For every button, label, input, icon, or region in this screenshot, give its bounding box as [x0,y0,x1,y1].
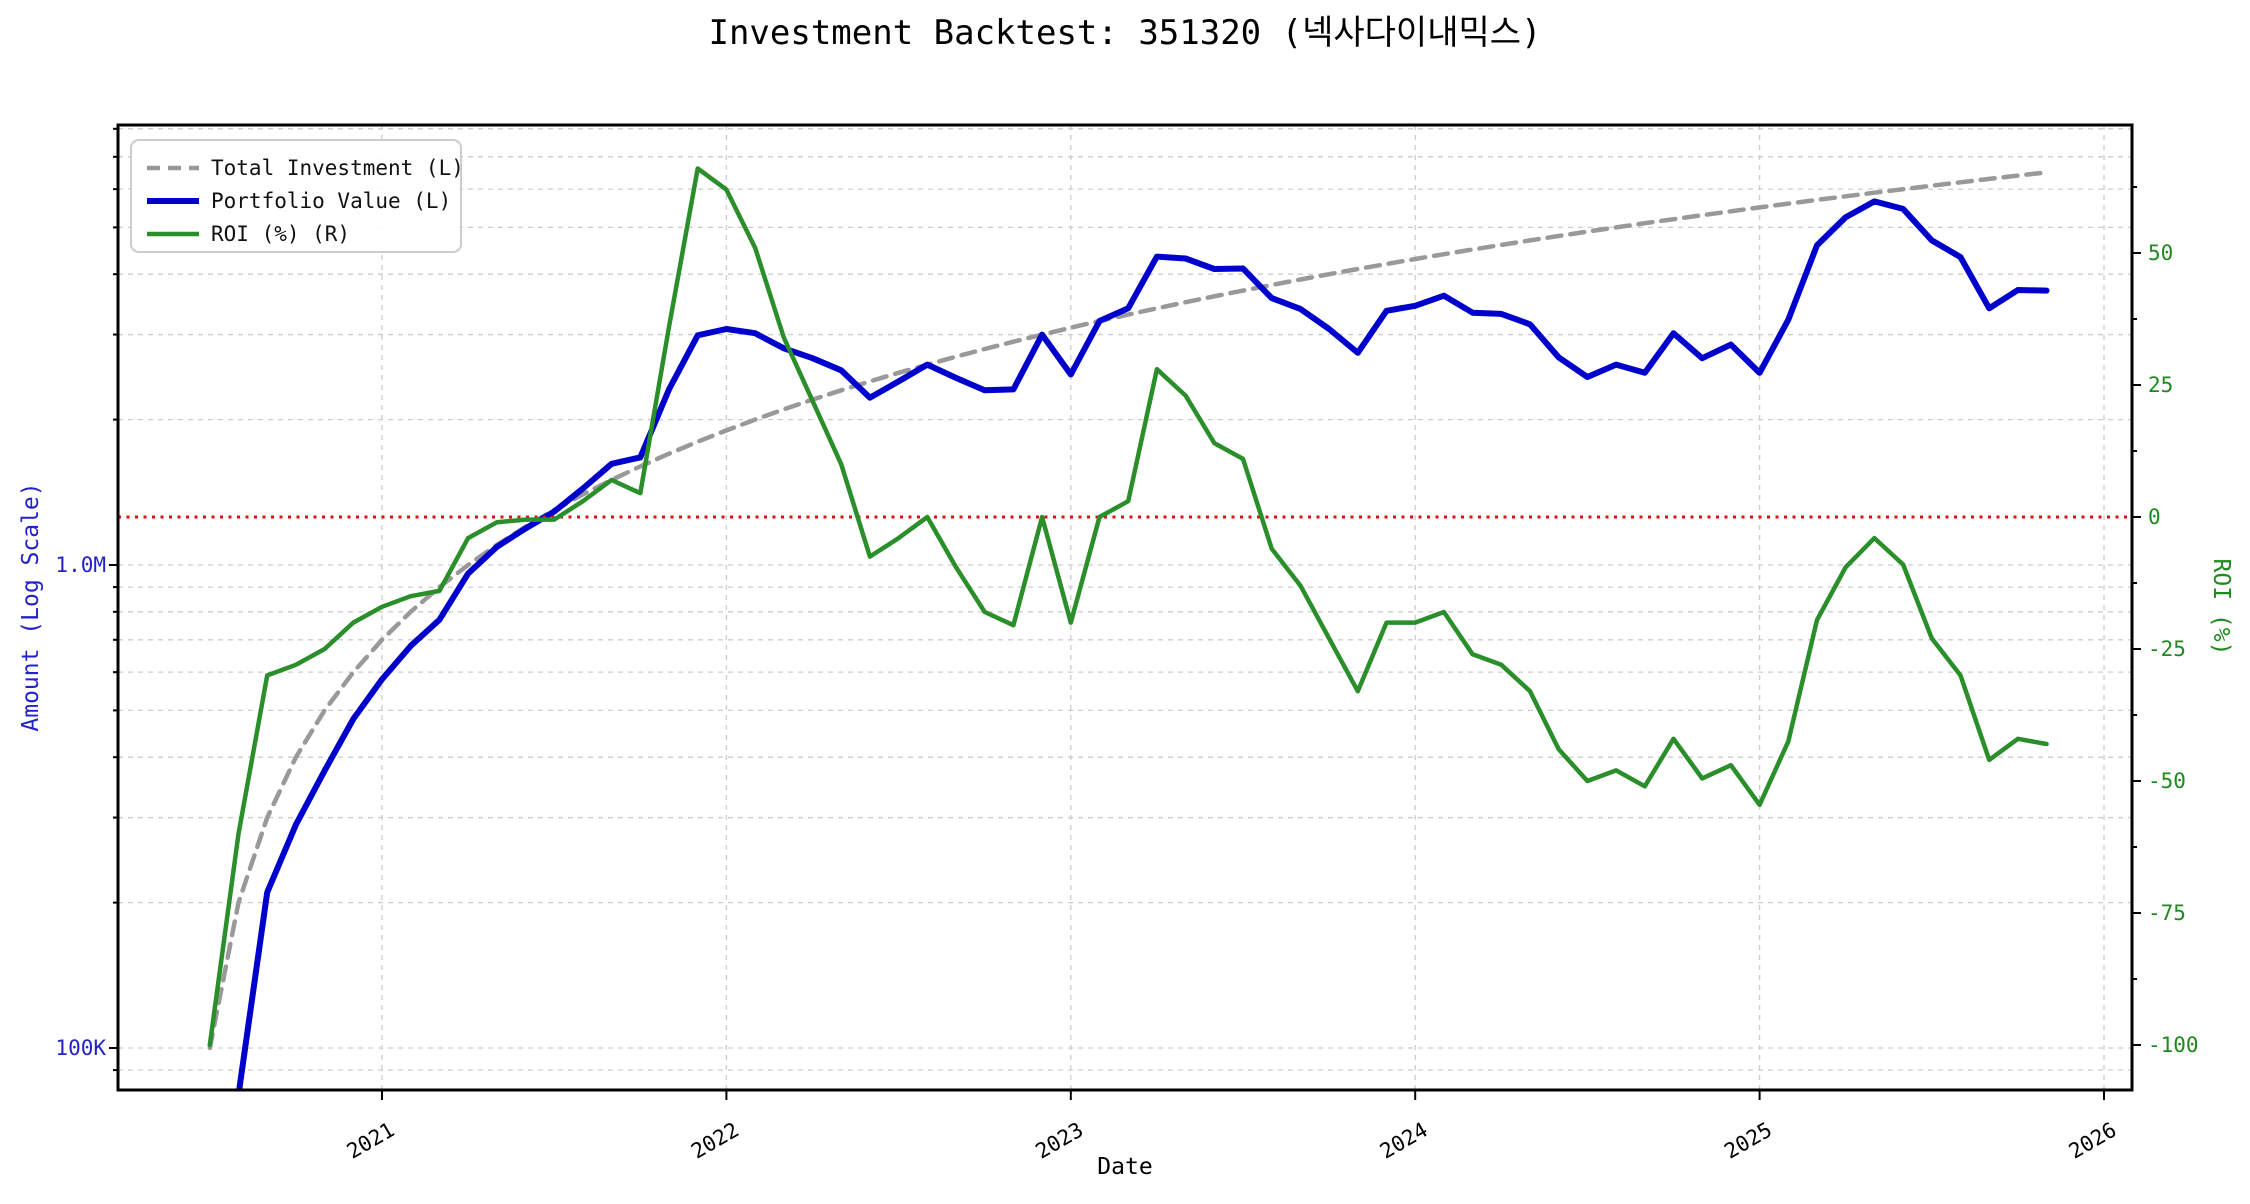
grid-lines [118,125,2132,1090]
legend-box [130,139,462,253]
y-tick-label-left: 1.0M [55,553,106,577]
y-tick-label-right: -100 [2148,1033,2199,1057]
plot-area [116,123,2134,1092]
y-tick-label-right: 50 [2148,241,2173,265]
x-axis-label: Date [1097,1154,1152,1180]
right-axis-label: ROI (%) [2208,559,2234,656]
y-tick-label-right: -25 [2148,637,2186,661]
legend-label: Portfolio Value (L) [211,189,451,213]
series-layer [118,166,2132,1090]
y-tick-label-right: -75 [2148,901,2186,925]
legend-label: Total Investment (L) [211,156,464,180]
chart-title: Investment Backtest: 351320 (넥사다이내믹스) [708,13,1541,53]
y-tick-label-right: 25 [2148,373,2173,397]
y-tick-label-right: -50 [2148,769,2186,793]
y-tick-label-right: 0 [2148,505,2161,529]
left-axis-label: Amount (Log Scale) [18,482,44,731]
y-tick-label-left: 100K [55,1036,106,1060]
legend-label: ROI (%) (R) [211,222,350,246]
roi-line [207,166,2049,1048]
portfolio-value-line [236,198,2050,1090]
legend: Total Investment (L) Portfolio Value (L)… [130,139,464,253]
